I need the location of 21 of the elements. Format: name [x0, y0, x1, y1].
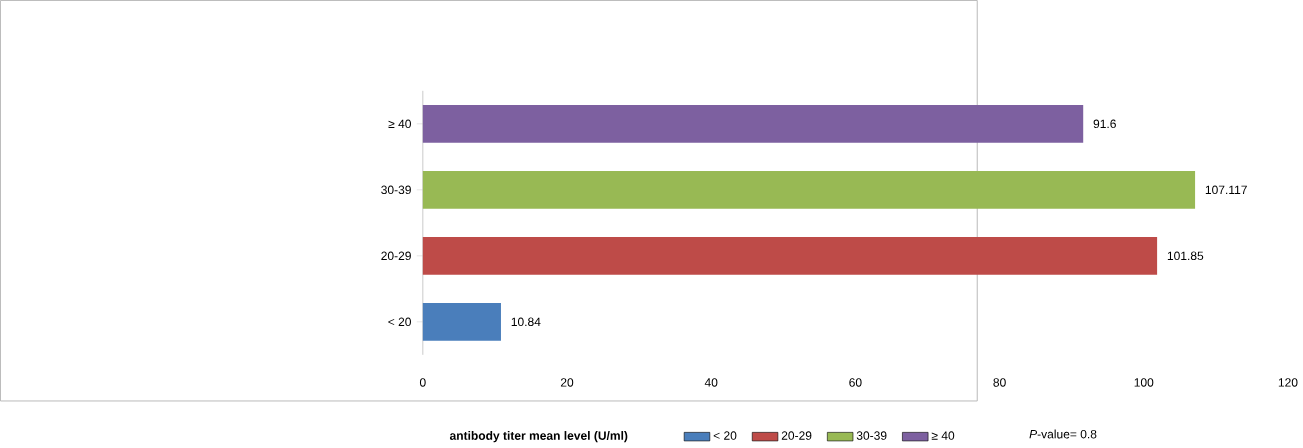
data-label: 10.84 — [511, 317, 541, 327]
legend-label: 30-39 — [856, 431, 887, 440]
x-tick-label: 40 — [704, 378, 718, 387]
x-tick-label: 0 — [419, 378, 426, 387]
x-axis-title: antibody titer mean level (U/ml) — [449, 431, 628, 443]
x-tick-label: 100 — [1134, 378, 1154, 387]
y-tick-label: ≥ 40 — [388, 119, 411, 129]
data-label: 107.117 — [1205, 185, 1247, 195]
data-label: 101.85 — [1167, 251, 1204, 261]
text: P-value= 0.8 — [1029, 429, 1097, 439]
legend-label: 20-29 — [781, 431, 812, 440]
y-tick-label: 20-29 — [381, 251, 411, 261]
x-tick-label: 80 — [993, 378, 1006, 387]
x-tick-label: 20 — [560, 378, 574, 387]
y-tick-label: 30-39 — [381, 185, 411, 195]
y-tick-label: < 20 — [388, 317, 411, 327]
x-tick-label: 120 — [1278, 378, 1298, 387]
x-tick-label: 60 — [849, 378, 862, 387]
legend-label: < 20 — [713, 431, 737, 440]
legend-label: ≥ 40 — [931, 431, 955, 440]
data-label: 91.6 — [1093, 119, 1116, 129]
